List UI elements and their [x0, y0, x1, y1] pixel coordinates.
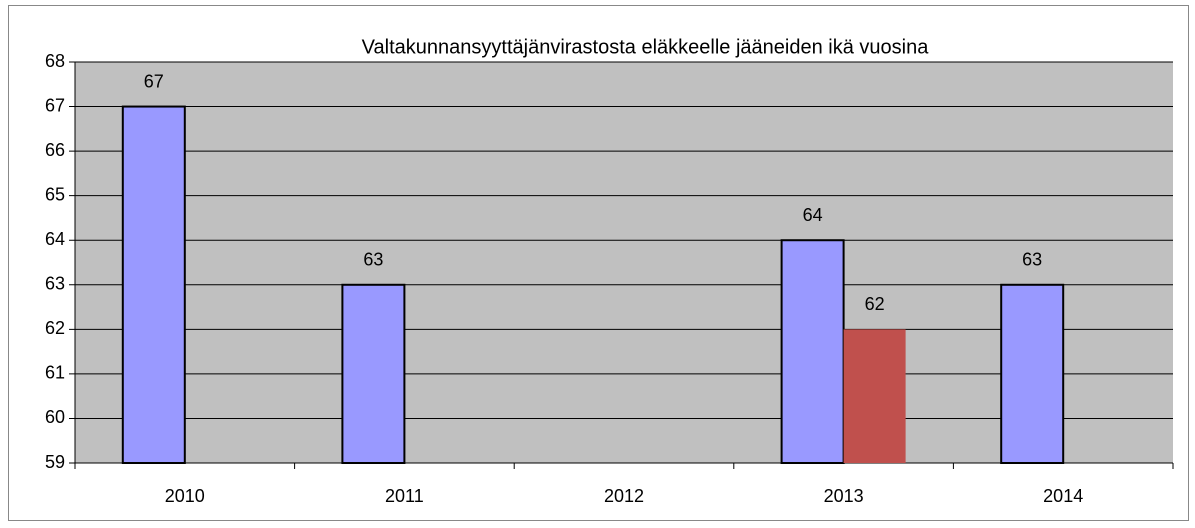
- y-tick-label: 59: [45, 452, 65, 472]
- x-tick-label: 2012: [604, 486, 644, 506]
- bar: [341, 283, 406, 464]
- y-tick-label: 62: [45, 318, 65, 338]
- x-tick-label: 2010: [165, 486, 205, 506]
- data-label: 63: [363, 250, 383, 270]
- x-tick-label: 2011: [385, 486, 424, 506]
- y-tick-label: 67: [45, 95, 65, 115]
- x-tick-label: 2013: [824, 486, 864, 506]
- chart-title: Valtakunnansyyttäjänvirastosta eläkkeell…: [362, 36, 930, 58]
- data-label: 63: [1022, 250, 1042, 270]
- bar: [121, 105, 186, 465]
- plot-area: [75, 62, 1173, 463]
- y-tick-label: 66: [45, 140, 65, 160]
- bar: [1000, 283, 1065, 464]
- y-tick-label: 60: [45, 407, 65, 427]
- bar: [843, 329, 906, 463]
- data-label: 64: [803, 205, 823, 225]
- y-tick-label: 68: [45, 51, 65, 71]
- y-tick-label: 64: [45, 229, 65, 249]
- data-label: 67: [144, 71, 164, 91]
- y-tick-label: 65: [45, 184, 65, 204]
- y-tick-label: 61: [45, 363, 65, 383]
- data-label: 62: [865, 294, 885, 314]
- x-tick-label: 2014: [1043, 486, 1083, 506]
- bar: [780, 239, 845, 464]
- y-tick-label: 63: [45, 274, 65, 294]
